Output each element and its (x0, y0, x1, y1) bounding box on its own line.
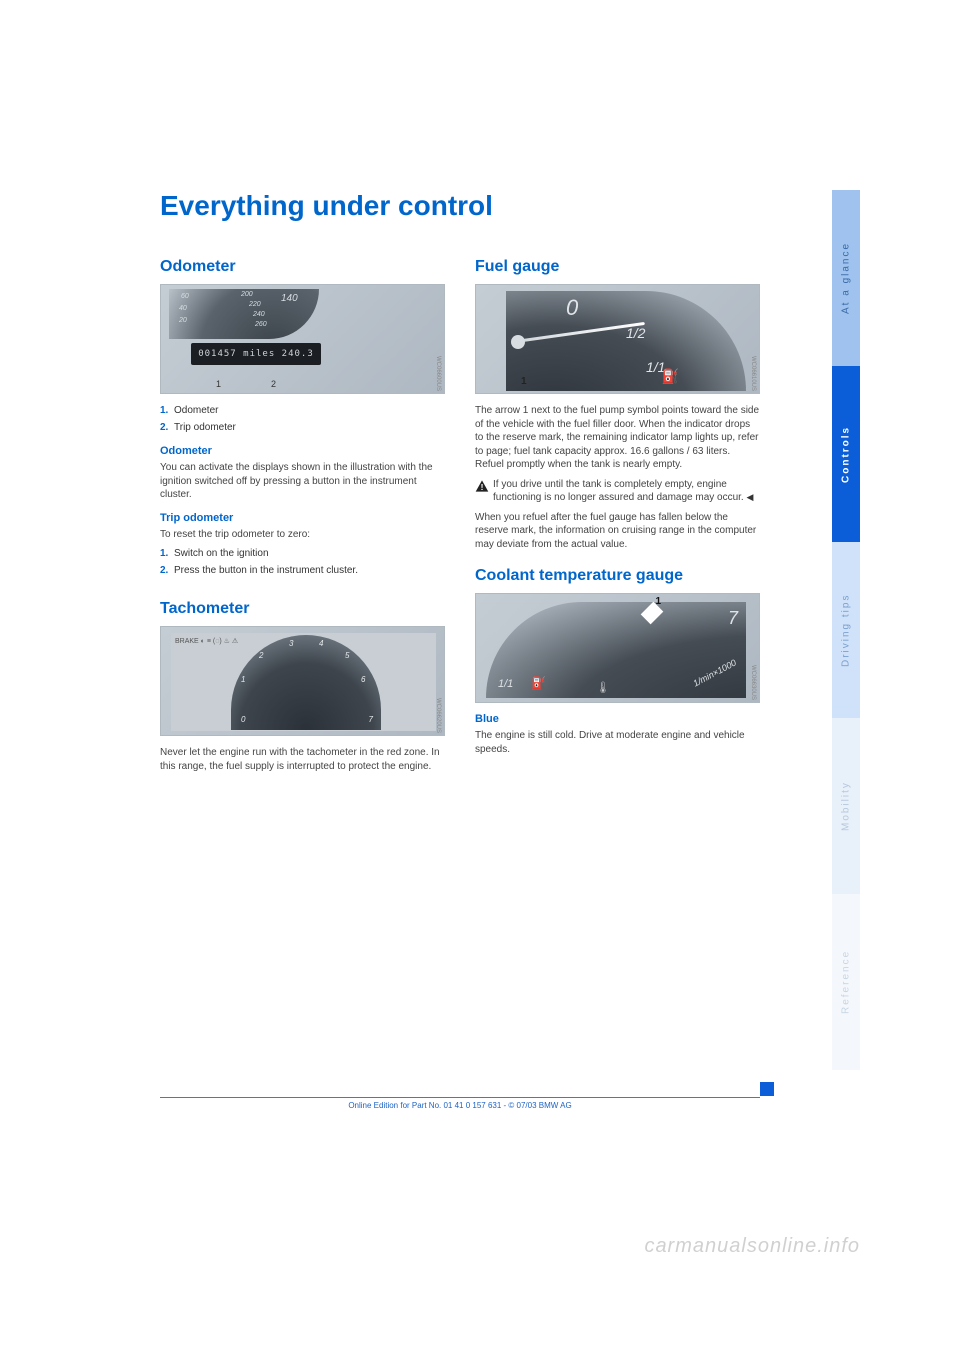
odometer-body: You can activate the displays shown in t… (160, 461, 445, 502)
trip-odometer-body: To reset the trip odometer to zero: (160, 528, 445, 542)
odometer-subheading: Odometer (160, 445, 445, 457)
fuel-needle-hub (511, 335, 525, 349)
page-number-marker (760, 1082, 774, 1096)
figure-callout-1: 1 (655, 596, 661, 607)
svg-text:!: ! (481, 482, 484, 492)
odometer-heading: Odometer (160, 258, 445, 276)
coolant-tick-full: 1/1 (498, 678, 513, 690)
speed-tick: 220 (249, 301, 261, 308)
tab-driving-tips[interactable]: Driving tips (832, 542, 860, 718)
odometer-legend-list: 1.Odometer 2.Trip odometer (160, 404, 445, 435)
coolant-rpm-label: 1/min×1000 (691, 657, 737, 688)
tab-mobility[interactable]: Mobility (832, 718, 860, 894)
fuel-gauge-heading: Fuel gauge (475, 258, 760, 276)
fuel-warning: ! If you drive until the tank is complet… (475, 478, 760, 505)
figure-callout-2: 2 (271, 379, 276, 389)
rpm-tick: 5 (345, 651, 349, 660)
right-column: Fuel gauge 0 1/2 1/1 ⛽ 1 WC06610US The a… (475, 252, 760, 779)
rpm-tick: 1 (241, 675, 245, 684)
coolant-tick-seven: 7 (728, 608, 738, 629)
speed-tick: 60 (181, 293, 189, 300)
coolant-figure: 1/1 ⛽ 🌡 1/min×1000 7 1 WC06630US (475, 593, 760, 703)
fuel-body-2: When you refuel after the fuel gauge has… (475, 511, 760, 552)
left-column: Odometer 20 40 60 200 220 240 260 140 00… (160, 252, 445, 779)
speed-tick: 200 (241, 291, 253, 298)
list-num: 1. (160, 547, 174, 561)
figure-id: WC06610US (750, 356, 756, 391)
fuel-gauge-figure: 0 1/2 1/1 ⛽ 1 WC06610US (475, 284, 760, 394)
fuel-pump-icon: ⛽ (662, 368, 679, 385)
speed-tick: 240 (253, 311, 265, 318)
odometer-lcd: 001457 miles 240.3 (191, 343, 321, 365)
tachometer-heading: Tachometer (160, 600, 445, 618)
coolant-heading: Coolant temperature gauge (475, 567, 760, 585)
figure-callout-1: 1 (216, 379, 221, 389)
list-num: 1. (160, 404, 174, 418)
tab-controls[interactable]: Controls (832, 366, 860, 542)
end-marker-icon: ◀ (747, 492, 754, 502)
rpm-tick: 2 (259, 651, 263, 660)
fuel-warning-text: If you drive until the tank is completel… (493, 479, 744, 504)
rpm-tick: 4 (319, 639, 323, 648)
odometer-figure: 20 40 60 200 220 240 260 140 001457 mile… (160, 284, 445, 394)
coolant-blue-heading: Blue (475, 713, 760, 725)
fuel-pump-icon: ⛽ (531, 676, 546, 690)
rpm-tick: 0 (241, 715, 245, 724)
rpm-tick: 7 (369, 715, 373, 724)
tab-at-a-glance[interactable]: At a glance (832, 190, 860, 366)
page-title: Everything under control (160, 190, 760, 222)
footer-copyright: Online Edition for Part No. 01 41 0 157 … (160, 1097, 760, 1110)
fuel-tick-half: 1/2 (626, 325, 645, 341)
fuel-tick-zero: 0 (566, 295, 578, 321)
figure-callout-1: 1 (521, 376, 527, 387)
list-text: Trip odometer (174, 422, 236, 433)
tachometer-body: Never let the engine run with the tachom… (160, 746, 445, 773)
tachometer-figure: BRAKE ◐ ≡ (◌) ♨ ⚠ 0 1 2 3 4 5 6 7 WC0662… (160, 626, 445, 736)
list-num: 2. (160, 564, 174, 578)
list-text: Odometer (174, 405, 218, 416)
figure-id: WC06620US (435, 698, 441, 733)
figure-id: WC06600US (435, 356, 441, 391)
warning-icons-strip: BRAKE ◐ ≡ (◌) ♨ ⚠ (175, 637, 238, 648)
list-num: 2. (160, 421, 174, 435)
warning-triangle-icon: ! (475, 479, 489, 493)
watermark: carmanualsonline.info (644, 1235, 860, 1258)
fuel-body-1: The arrow 1 next to the fuel pump symbol… (475, 404, 760, 472)
speed-tick: 40 (179, 305, 187, 312)
list-text: Press the button in the instrument clust… (174, 565, 358, 576)
coolant-blue-body: The engine is still cold. Drive at moder… (475, 729, 760, 756)
speed-tick: 140 (281, 293, 298, 304)
tab-reference[interactable]: Reference (832, 894, 860, 1070)
section-tabs: At a glance Controls Driving tips Mobili… (832, 190, 860, 1070)
speed-tick: 20 (179, 317, 187, 324)
rpm-tick: 3 (289, 639, 293, 648)
temperature-icon: 🌡 (596, 681, 610, 694)
trip-odometer-heading: Trip odometer (160, 512, 445, 524)
figure-id: WC06630US (750, 665, 756, 700)
trip-odometer-steps: 1.Switch on the ignition 2.Press the but… (160, 547, 445, 578)
list-text: Switch on the ignition (174, 548, 269, 559)
two-column-layout: Odometer 20 40 60 200 220 240 260 140 00… (160, 252, 760, 779)
speed-tick: 260 (255, 321, 267, 328)
rpm-tick: 6 (361, 675, 365, 684)
